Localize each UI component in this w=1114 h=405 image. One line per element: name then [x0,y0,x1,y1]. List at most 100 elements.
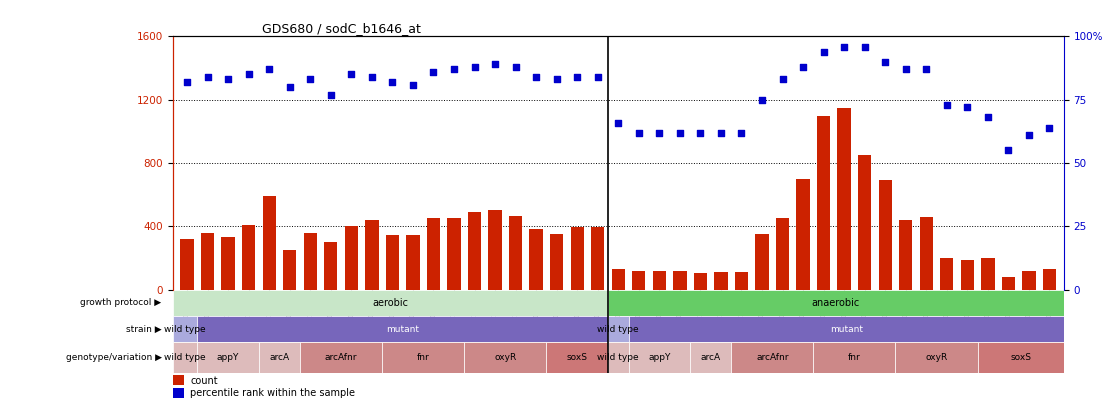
Bar [427,218,440,290]
Bar [173,342,197,373]
Point [322,92,340,98]
Point [589,74,607,80]
Text: count: count [190,375,218,386]
Bar [899,220,912,290]
Point [651,130,668,136]
Text: genotype/variation ▶: genotype/variation ▶ [66,353,162,362]
Text: fnr: fnr [417,353,430,362]
Bar [197,316,608,342]
Bar [546,342,608,373]
Bar [896,342,978,373]
Bar [691,342,731,373]
Point [712,130,730,136]
Bar [608,290,1064,316]
Bar [653,271,666,290]
Text: mutant: mutant [830,324,862,334]
Point [753,96,771,103]
Point [240,71,257,78]
Bar [978,342,1064,373]
Point [836,43,853,50]
Point [897,66,915,72]
Bar [731,342,813,373]
Bar [197,342,258,373]
Bar [940,258,954,290]
Bar [258,342,300,373]
Bar [365,220,379,290]
Point [466,64,483,70]
Bar [735,272,749,290]
Bar [509,216,522,290]
Bar [628,342,691,373]
Bar [1043,269,1056,290]
Point [446,66,463,72]
Bar [173,316,197,342]
Bar [173,388,184,398]
Text: arcA: arcA [701,353,721,362]
Point [568,74,586,80]
Text: anaerobic: anaerobic [812,298,860,308]
Bar [755,234,769,290]
Point [609,119,627,126]
Point [794,64,812,70]
Text: aerobic: aerobic [372,298,409,308]
Bar [222,237,235,290]
Text: mutant: mutant [387,324,419,334]
Bar [612,269,625,290]
Text: appY: appY [648,353,671,362]
Point [219,76,237,83]
Text: oxyR: oxyR [495,353,517,362]
Text: fnr: fnr [848,353,861,362]
Bar [180,239,194,290]
Point [877,58,895,65]
Bar [628,316,1064,342]
Bar [1023,271,1036,290]
Point [629,130,647,136]
Point [363,74,381,80]
Bar [981,258,995,290]
Bar [960,260,974,290]
Text: arcA: arcA [270,353,290,362]
Bar [694,273,707,290]
Bar [385,235,399,290]
Point [692,130,710,136]
Point [938,102,956,108]
Bar [797,179,810,290]
Bar [920,217,932,290]
Point [999,147,1017,153]
Bar [304,232,316,290]
Point [814,48,832,55]
Bar [570,227,584,290]
Bar [775,218,789,290]
Point [1040,124,1058,131]
Bar [632,271,645,290]
Point [302,76,320,83]
Text: wild type: wild type [597,353,639,362]
Point [261,66,278,72]
Bar [173,290,608,316]
Bar [858,155,871,290]
Text: appY: appY [217,353,240,362]
Bar [173,375,184,386]
Text: oxyR: oxyR [926,353,948,362]
Bar [838,108,851,290]
Point [486,61,504,68]
Text: GDS680 / sodC_b1646_at: GDS680 / sodC_b1646_at [262,22,421,35]
Bar [242,225,255,290]
Point [178,79,196,85]
Bar [382,342,465,373]
Point [733,130,751,136]
Bar [608,342,628,373]
Bar [201,232,214,290]
Point [773,76,791,83]
Text: strain ▶: strain ▶ [126,324,162,334]
Text: percentile rank within the sample: percentile rank within the sample [190,388,355,398]
Bar [468,212,481,290]
Point [198,74,216,80]
Point [979,114,997,121]
Point [527,74,545,80]
Text: wild type: wild type [164,324,206,334]
Bar [714,272,727,290]
Point [856,43,873,50]
Bar [448,217,461,290]
Bar [879,180,892,290]
